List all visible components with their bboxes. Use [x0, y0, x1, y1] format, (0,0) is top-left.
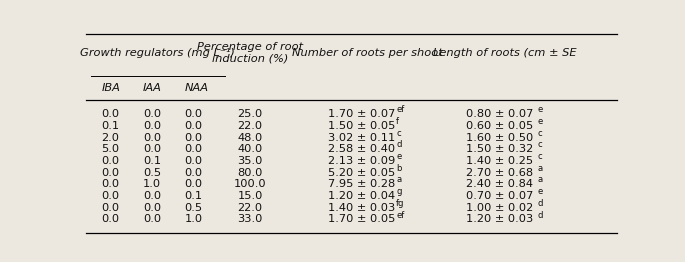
Text: d: d: [538, 211, 543, 220]
Text: 0.0: 0.0: [101, 203, 120, 213]
Text: 0.5: 0.5: [143, 168, 161, 178]
Text: 0.0: 0.0: [143, 144, 161, 154]
Text: 1.50 ± 0.32: 1.50 ± 0.32: [466, 144, 534, 154]
Text: 1.70 ± 0.05: 1.70 ± 0.05: [328, 215, 395, 225]
Text: c: c: [538, 129, 543, 138]
Text: 0.70 ± 0.07: 0.70 ± 0.07: [466, 191, 534, 201]
Text: 0.80 ± 0.07: 0.80 ± 0.07: [466, 109, 534, 119]
Text: a: a: [538, 164, 543, 173]
Text: 0.1: 0.1: [184, 191, 203, 201]
Text: IBA: IBA: [101, 83, 121, 93]
Text: 1.60 ± 0.50: 1.60 ± 0.50: [466, 133, 534, 143]
Text: 5.0: 5.0: [101, 144, 120, 154]
Text: 0.0: 0.0: [184, 156, 203, 166]
Text: ef: ef: [396, 105, 404, 114]
Text: 0.0: 0.0: [101, 179, 120, 189]
Text: 22.0: 22.0: [238, 203, 263, 213]
Text: NAA: NAA: [184, 83, 208, 93]
Text: 0.0: 0.0: [143, 109, 161, 119]
Text: 0.0: 0.0: [101, 168, 120, 178]
Text: 3.02 ± 0.11: 3.02 ± 0.11: [328, 133, 395, 143]
Text: 1.70 ± 0.07: 1.70 ± 0.07: [328, 109, 395, 119]
Text: 22.0: 22.0: [238, 121, 263, 131]
Text: g: g: [396, 187, 401, 196]
Text: 0.0: 0.0: [184, 133, 203, 143]
Text: 1.20 ± 0.03: 1.20 ± 0.03: [466, 215, 534, 225]
Text: 33.0: 33.0: [238, 215, 263, 225]
Text: 2.58 ± 0.40: 2.58 ± 0.40: [328, 144, 395, 154]
Text: IAA: IAA: [143, 83, 162, 93]
Text: 35.0: 35.0: [238, 156, 263, 166]
Text: 1.40 ± 0.03: 1.40 ± 0.03: [328, 203, 395, 213]
Text: 0.0: 0.0: [184, 168, 203, 178]
Text: 40.0: 40.0: [238, 144, 263, 154]
Text: b: b: [396, 164, 401, 173]
Text: 0.0: 0.0: [184, 121, 203, 131]
Text: 48.0: 48.0: [238, 133, 263, 143]
Text: 1.0: 1.0: [184, 215, 203, 225]
Text: a: a: [396, 176, 401, 184]
Text: 0.0: 0.0: [184, 179, 203, 189]
Text: a: a: [538, 176, 543, 184]
Text: Growth regulators (mg L⁻¹): Growth regulators (mg L⁻¹): [80, 48, 235, 58]
Text: c: c: [538, 140, 543, 149]
Text: 2.0: 2.0: [101, 133, 120, 143]
Text: Percentage of root
induction (%): Percentage of root induction (%): [197, 42, 303, 64]
Text: 0.1: 0.1: [101, 121, 120, 131]
Text: d: d: [396, 140, 401, 149]
Text: e: e: [538, 187, 543, 196]
Text: 1.20 ± 0.04: 1.20 ± 0.04: [328, 191, 395, 201]
Text: 0.60 ± 0.05: 0.60 ± 0.05: [466, 121, 534, 131]
Text: 0.0: 0.0: [184, 109, 203, 119]
Text: 0.0: 0.0: [143, 203, 161, 213]
Text: 0.1: 0.1: [143, 156, 161, 166]
Text: 0.5: 0.5: [184, 203, 203, 213]
Text: e: e: [396, 152, 401, 161]
Text: e: e: [538, 117, 543, 126]
Text: 80.0: 80.0: [238, 168, 263, 178]
Text: 1.00 ± 0.02: 1.00 ± 0.02: [466, 203, 534, 213]
Text: 0.0: 0.0: [143, 191, 161, 201]
Text: d: d: [538, 199, 543, 208]
Text: 2.40 ± 0.84: 2.40 ± 0.84: [466, 179, 533, 189]
Text: 0.0: 0.0: [143, 215, 161, 225]
Text: 7.95 ± 0.28: 7.95 ± 0.28: [328, 179, 395, 189]
Text: 0.0: 0.0: [143, 133, 161, 143]
Text: 0.0: 0.0: [184, 144, 203, 154]
Text: 1.40 ± 0.25: 1.40 ± 0.25: [466, 156, 533, 166]
Text: 0.0: 0.0: [101, 191, 120, 201]
Text: 2.13 ± 0.09: 2.13 ± 0.09: [328, 156, 395, 166]
Text: 2.70 ± 0.68: 2.70 ± 0.68: [466, 168, 533, 178]
Text: e: e: [538, 105, 543, 114]
Text: fg: fg: [396, 199, 405, 208]
Text: 15.0: 15.0: [238, 191, 263, 201]
Text: 0.0: 0.0: [101, 109, 120, 119]
Text: c: c: [538, 152, 543, 161]
Text: 5.20 ± 0.05: 5.20 ± 0.05: [328, 168, 395, 178]
Text: 0.0: 0.0: [143, 121, 161, 131]
Text: 0.0: 0.0: [101, 156, 120, 166]
Text: Length of roots (cm ± SE: Length of roots (cm ± SE: [433, 48, 577, 58]
Text: 100.0: 100.0: [234, 179, 266, 189]
Text: Number of roots per shoot: Number of roots per shoot: [292, 48, 443, 58]
Text: 0.0: 0.0: [101, 215, 120, 225]
Text: 25.0: 25.0: [238, 109, 263, 119]
Text: ef: ef: [396, 211, 404, 220]
Text: 1.0: 1.0: [143, 179, 161, 189]
Text: f: f: [396, 117, 399, 126]
Text: 1.50 ± 0.05: 1.50 ± 0.05: [328, 121, 395, 131]
Text: c: c: [396, 129, 401, 138]
